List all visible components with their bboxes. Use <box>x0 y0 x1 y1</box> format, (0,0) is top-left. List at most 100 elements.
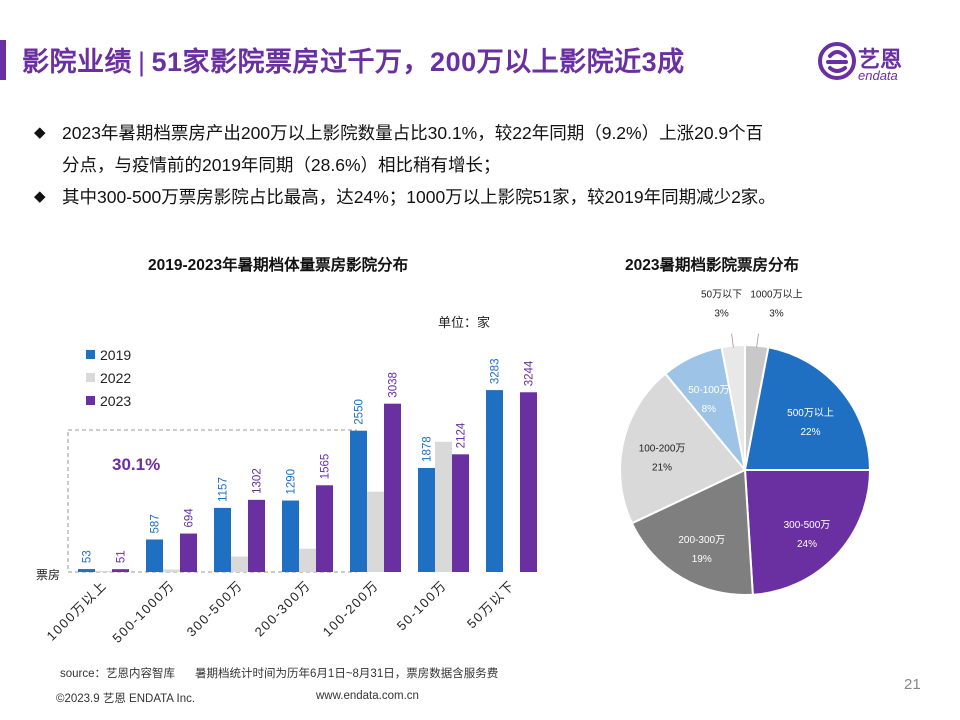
copyright-text: ©2023.9 艺恩 ENDATA Inc. <box>56 693 196 705</box>
bar-value-label: 1565 <box>320 454 332 480</box>
pie-leader-line <box>756 333 759 348</box>
bar-2019-5 <box>418 467 435 572</box>
bar-value-label: 3283 <box>490 359 502 385</box>
bar-2019-6 <box>486 390 503 572</box>
bullet-item: ◆ 其中300-500万票房影院占比最高，达24%；1000万以上影院51家，较… <box>34 181 934 213</box>
title-separator: | <box>138 47 146 77</box>
bar-2023-3 <box>316 485 333 572</box>
bar-legend: 2019 2022 2023 <box>86 347 131 409</box>
bar-value-label: 53 <box>82 550 94 563</box>
pie-slice-label: 50万以下 <box>701 290 742 301</box>
bullet-line: 其中300-500万票房影院占比最高，达24%；1000万以上影院51家，较20… <box>62 187 776 207</box>
title-left: 影院业绩 <box>22 47 132 77</box>
footer-source: source：艺恩内容智库 暑期档统计时间为历年6月1日~8月31日，票房数据含服… <box>60 665 498 681</box>
bullet-line: 2023年暑期档票房产出200万以上影院数量占比30.1%，较22年同期（9.2… <box>62 123 764 143</box>
bar-2023-4 <box>384 403 401 572</box>
bar-2019-0 <box>78 569 95 572</box>
pie-slice-percent: 24% <box>797 539 817 550</box>
endata-logo: 艺恩 endata <box>818 40 928 84</box>
website-text: www.endata.com.cn <box>316 690 419 702</box>
category-label: 100-200万 <box>320 578 382 640</box>
logo-mark-icon <box>818 42 856 80</box>
pie-slice-label: 500万以上 <box>787 407 834 419</box>
page-number: 21 <box>904 676 921 693</box>
category-label: 50-100万 <box>394 578 450 634</box>
pie-slice-percent: 22% <box>800 427 820 438</box>
bar-2022-4 <box>367 491 384 572</box>
page-title: 影院业绩 | 51家影院票房过千万，200万以上影院近3成 <box>22 40 685 79</box>
title-right: 51家影院票房过千万，200万以上影院近3成 <box>151 47 685 77</box>
pie-slice-1 <box>743 346 872 471</box>
bar-value-label: 3244 <box>524 360 536 386</box>
box-label: 票房 <box>36 567 60 582</box>
pie-slice-label: 1000万以上 <box>750 289 802 301</box>
bar-value-label: 2550 <box>354 399 366 425</box>
bar-value-label: 694 <box>184 508 196 528</box>
bar-2022-1 <box>163 569 180 572</box>
pie-slice-2 <box>743 469 872 596</box>
bar-value-label: 51 <box>116 550 128 563</box>
category-label: 50万以下 <box>464 578 518 632</box>
bar-value-label: 2124 <box>456 422 468 448</box>
title-accent-bar <box>0 40 6 80</box>
pie-slice-3 <box>630 468 754 596</box>
pie-leader-line <box>731 333 734 348</box>
bar-marks: 53 51 587 694 1157 1302 1290 1565 2550 3038 1878 21… <box>78 359 537 572</box>
pie-slice-percent: 3% <box>769 309 784 320</box>
category-label: 200-300万 <box>252 578 314 640</box>
pie-slice-label: 100-200万 <box>639 443 686 454</box>
percent-annotation: 30.1% <box>112 455 160 474</box>
bar-2022-2 <box>231 556 248 572</box>
bullet-line: 分点，与疫情前的2019年同期（28.6%）相比稍有增长； <box>62 155 501 175</box>
legend-swatch <box>86 396 95 405</box>
pie-slice-4 <box>619 372 747 525</box>
bullet-item: ◆ 2023年暑期档票房产出200万以上影院数量占比30.1%，较22年同期（9… <box>34 117 934 181</box>
note-text: 暑期档统计时间为历年6月1日~8月31日，票房数据含服务费 <box>195 668 499 680</box>
legend-label: 2022 <box>100 370 131 386</box>
bar-2022-0 <box>95 570 112 572</box>
bar-2019-2 <box>214 507 231 572</box>
bar-2019-1 <box>146 539 163 572</box>
bar-value-label: 1302 <box>252 468 264 494</box>
bar-2022-3 <box>299 548 316 572</box>
category-label: 500-1000万 <box>109 578 177 646</box>
bar-xlabels: 1000万以上 500-1000万 300-500万 200-300万 100-200万… <box>44 578 518 646</box>
pie-slice-label: 200-300万 <box>678 535 725 546</box>
legend-label: 2019 <box>100 347 131 363</box>
bar-chart: 30.1% 票房 2019 2022 2023 53 51 587 694 1157 1302… <box>36 347 537 646</box>
bar-2023-0 <box>112 569 129 572</box>
pie-slice-percent: 19% <box>692 554 712 565</box>
bar-chart-title: 2019-2023年暑期档体量票房影院分布 <box>148 257 409 274</box>
legend-swatch <box>86 350 95 359</box>
logo-cn-text: 艺恩 <box>858 47 903 72</box>
bar-2023-1 <box>180 533 197 572</box>
category-label: 1000万以上 <box>44 578 110 644</box>
bar-value-label: 1878 <box>422 436 434 462</box>
legend-swatch <box>86 373 95 382</box>
bar-value-label: 1290 <box>286 469 298 495</box>
pie-labels: 1000万以上 3% 500万以上 22% 300-500万 24% 200-300万 19%… <box>639 289 834 566</box>
pie-slice-percent: 21% <box>652 462 672 473</box>
logo-en-text: endata <box>858 68 898 83</box>
pie-chart-title: 2023暑期档影院票房分布 <box>625 257 799 274</box>
unit-label: 单位：家 <box>438 315 491 330</box>
bar-2023-5 <box>452 454 469 572</box>
diamond-bullet-icon: ◆ <box>34 188 46 205</box>
legend-label: 2023 <box>100 393 131 409</box>
diamond-bullet-icon: ◆ <box>34 124 46 141</box>
bar-value-label: 1157 <box>218 477 230 502</box>
category-label: 300-500万 <box>184 578 246 640</box>
bar-2023-2 <box>248 499 265 572</box>
bar-2023-6 <box>520 392 537 572</box>
pie-slice-percent: 3% <box>714 309 729 320</box>
pie-slice-label: 50-100万 <box>688 385 729 396</box>
bullet-list: ◆ 2023年暑期档票房产出200万以上影院数量占比30.1%，较22年同期（9… <box>34 117 934 213</box>
bar-value-label: 3038 <box>388 372 400 398</box>
bar-value-label: 587 <box>150 514 162 533</box>
pie-chart: 1000万以上 3% 500万以上 22% 300-500万 24% 200-300万 19%… <box>619 289 872 596</box>
pie-slice-percent: 8% <box>702 404 717 415</box>
bar-2019-3 <box>282 500 299 572</box>
pie-slice-label: 300-500万 <box>784 520 831 531</box>
source-text: source：艺恩内容智库 <box>60 668 176 680</box>
bar-2022-5 <box>435 441 452 572</box>
